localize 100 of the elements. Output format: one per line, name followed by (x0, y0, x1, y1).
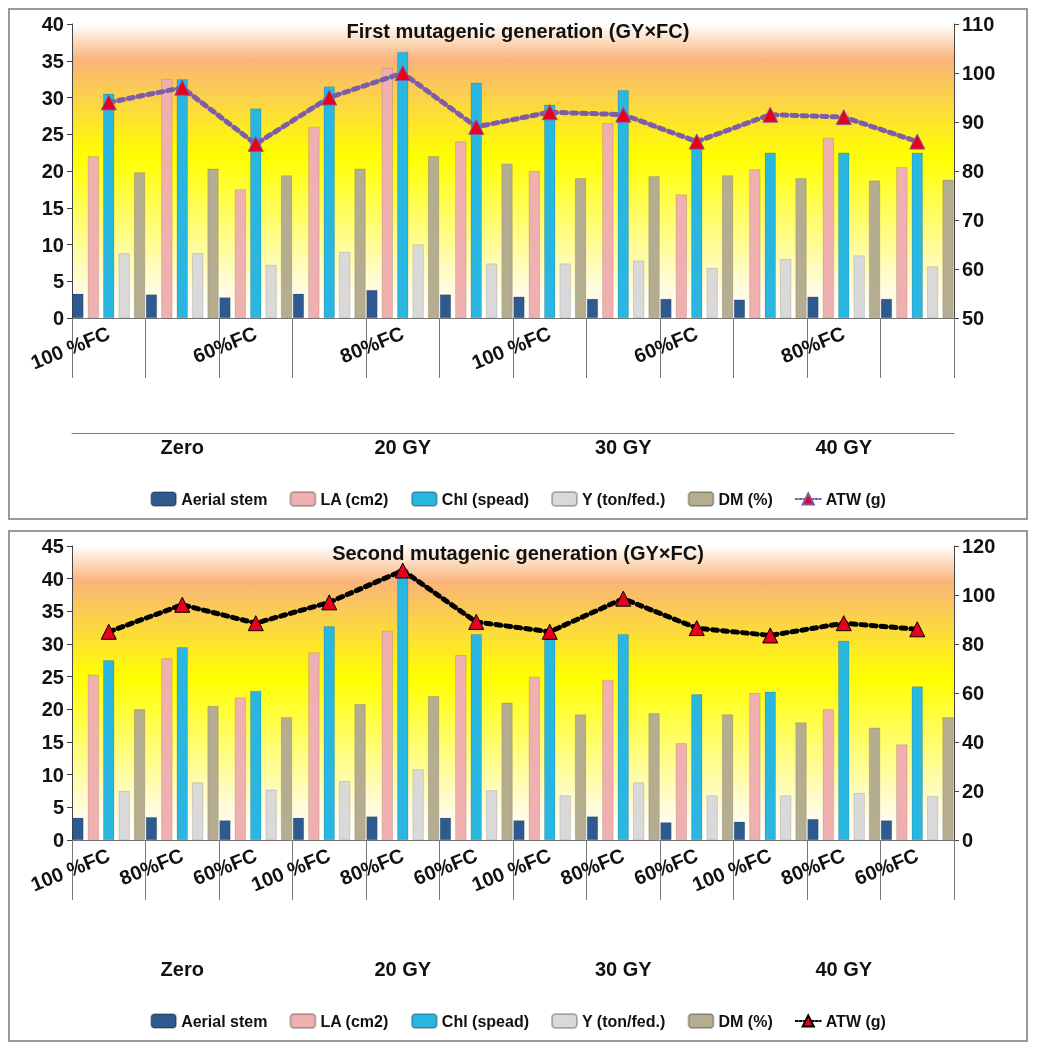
bar (617, 634, 629, 840)
point (394, 65, 411, 81)
bar (397, 51, 409, 318)
legend-label: ATW (g) (825, 1012, 886, 1030)
y-tick-label: 10 (41, 763, 64, 786)
bar (544, 104, 556, 318)
y-tick-label: 30 (41, 633, 64, 655)
bar (381, 68, 393, 318)
legend-label: Chl (spead) (441, 1012, 529, 1030)
y-tick-label: 0 (52, 829, 64, 851)
bar (691, 694, 703, 840)
text: 40 GY (815, 436, 873, 458)
bar (486, 263, 498, 318)
y-tick-label: 5 (52, 270, 64, 293)
y-tick-label: 0 (52, 307, 64, 329)
y2-tick-label: 60 (962, 682, 985, 704)
y-tick-label: 5 (52, 796, 64, 819)
bar (470, 82, 482, 318)
bar (822, 137, 834, 318)
y2-tick-label: 40 (962, 731, 985, 753)
chart-title: Second mutagenic generation (GY×FC) (332, 542, 704, 564)
point (909, 621, 926, 638)
y-tick-label: 40 (41, 13, 64, 35)
y2-tick-label: 120 (962, 535, 996, 557)
bar (455, 141, 467, 318)
bar (853, 792, 865, 840)
point (541, 104, 558, 121)
bar (265, 265, 277, 318)
y2-tick-label: 20 (962, 780, 985, 802)
bar (942, 717, 954, 840)
y2-tick-label: 110 (962, 13, 995, 35)
bar (250, 108, 262, 318)
bar (308, 652, 320, 840)
bar (412, 769, 424, 840)
point (688, 133, 705, 150)
bar (927, 266, 939, 318)
bar (706, 795, 718, 840)
bar (911, 686, 923, 840)
bar (470, 634, 482, 840)
bar (942, 179, 954, 318)
bar (675, 194, 687, 318)
bar (706, 268, 718, 318)
bar (602, 123, 614, 318)
point (541, 623, 558, 640)
bar (486, 790, 498, 840)
bar (780, 259, 792, 318)
bar (559, 263, 571, 318)
point (835, 109, 852, 126)
y-tick-label: 40 (41, 567, 64, 590)
point (762, 106, 779, 123)
y-tick-label: 15 (41, 196, 64, 219)
bar (72, 817, 84, 840)
point (100, 623, 117, 640)
bar (559, 795, 571, 840)
bar (822, 709, 834, 840)
y-tick-label: 20 (41, 698, 64, 721)
bar (308, 126, 320, 318)
point (835, 615, 852, 632)
y2-tick-label: 80 (962, 633, 985, 655)
y-tick-label: 25 (41, 665, 64, 688)
legend-label: Chl (spead) (441, 490, 529, 508)
y2-tick-label: 100 (962, 584, 996, 606)
bar (602, 679, 614, 840)
y2-tick-label: 0 (962, 829, 974, 851)
point (688, 620, 705, 637)
point (468, 613, 485, 630)
text: 20 GY (374, 958, 432, 980)
bar (675, 743, 687, 840)
bar (250, 691, 262, 840)
bar (853, 255, 865, 318)
bar (103, 93, 115, 318)
bar (617, 90, 629, 318)
bar (749, 693, 761, 840)
bar (323, 86, 335, 318)
bar (192, 253, 204, 318)
point (762, 627, 779, 644)
point (174, 596, 191, 613)
bar (339, 781, 351, 840)
legend-label: Aerial stem (181, 490, 268, 508)
y-tick-label: 30 (41, 86, 64, 109)
legend-label: Y (ton/fed.) (581, 490, 666, 508)
bar (265, 789, 277, 840)
legend-label: DM (%) (718, 490, 773, 508)
y-tick-label: 45 (41, 535, 64, 557)
y2-tick-label: 70 (962, 209, 985, 231)
text: 20 GY (374, 436, 432, 458)
text: Zero (160, 436, 204, 458)
bar (927, 796, 939, 840)
bar (339, 251, 351, 318)
y-tick-label: 35 (41, 600, 64, 623)
bar (176, 647, 188, 840)
text: 30 GY (594, 436, 653, 458)
legend-label: DM (%) (718, 1012, 773, 1030)
bar (234, 189, 246, 318)
point (321, 89, 338, 106)
text: 30 GY (594, 958, 653, 980)
point (247, 615, 264, 632)
y-tick-label: 25 (41, 123, 64, 146)
bar (838, 640, 850, 840)
bar (118, 253, 130, 318)
